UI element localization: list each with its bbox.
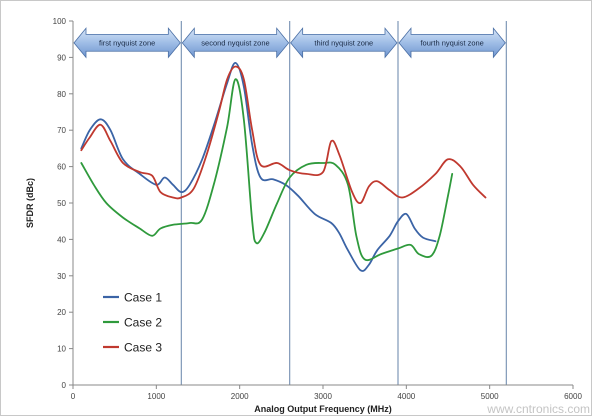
x-tick-label: 0 — [71, 392, 76, 401]
series-line-case-1 — [80, 62, 437, 272]
x-tick-label: 5000 — [481, 392, 499, 401]
x-tick-label: 2000 — [231, 392, 249, 401]
zone-arrow — [73, 27, 181, 59]
data-series — [80, 62, 487, 272]
x-tick-label: 3000 — [314, 392, 332, 401]
y-axis-title: SFDR (dBc) — [25, 178, 35, 228]
y-tick-label: 70 — [57, 126, 66, 135]
y-tick-label: 80 — [57, 90, 66, 99]
zone-label: fourth nyquist zone — [420, 38, 483, 47]
watermark: www.cntronics.com — [486, 402, 590, 416]
zone-arrow — [398, 27, 506, 59]
zone-arrow — [290, 27, 398, 59]
x-axis-title: Analog Output Frequency (MHz) — [254, 404, 392, 414]
x-tick-label: 4000 — [397, 392, 415, 401]
y-tick-label: 60 — [57, 163, 66, 172]
zone-label: first nyquist zone — [99, 38, 155, 47]
y-tick-label: 40 — [57, 235, 66, 244]
x-tick-label: 6000 — [564, 392, 582, 401]
y-tick-label: 50 — [57, 199, 66, 208]
y-tick-label: 90 — [57, 53, 66, 62]
series-line-case-3 — [80, 65, 487, 205]
zone-label: second nyquist zone — [201, 38, 269, 47]
y-tick-label: 30 — [57, 272, 66, 281]
x-tick-label: 1000 — [147, 392, 165, 401]
legend: Case 1 Case 2 Case 3 — [103, 291, 162, 355]
zone-label: third nyquist zone — [314, 38, 373, 47]
y-axis-ticks: 0 10 20 30 40 50 60 70 80 90 100 — [53, 17, 73, 390]
zone-arrow — [181, 27, 290, 59]
legend-label-case-1: Case 1 — [124, 291, 162, 305]
y-tick-label: 100 — [53, 17, 67, 26]
y-tick-label: 20 — [57, 308, 66, 317]
legend-label-case-2: Case 2 — [124, 316, 162, 330]
y-tick-label: 10 — [57, 345, 66, 354]
x-axis-ticks: 0 1000 2000 3000 4000 5000 6000 — [71, 385, 582, 401]
y-tick-label: 0 — [62, 381, 67, 390]
nyquist-zone-boundaries — [180, 21, 507, 385]
nyquist-zone-arrows: first nyquist zone second nyquist zone thi… — [73, 27, 506, 59]
series-line-case-2 — [80, 78, 454, 262]
legend-label-case-3: Case 3 — [124, 341, 162, 355]
